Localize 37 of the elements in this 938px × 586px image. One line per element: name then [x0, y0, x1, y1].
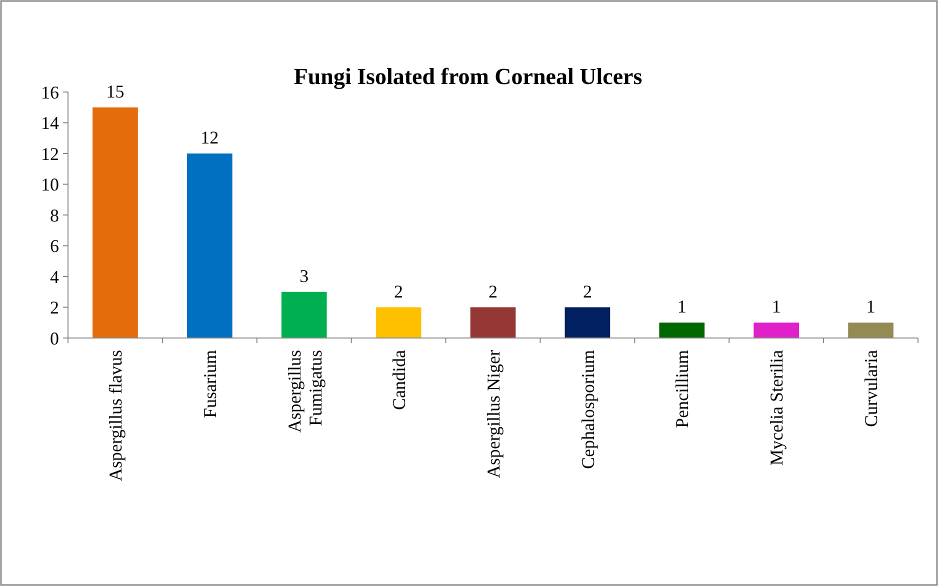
y-tick-label: 10 — [41, 174, 59, 195]
data-label: 15 — [106, 81, 124, 102]
bar — [187, 154, 232, 338]
data-label: 3 — [300, 266, 309, 286]
x-tick-label: Aspergillus Niger — [483, 350, 504, 478]
bar — [564, 307, 610, 338]
x-tick-label: Fusarium — [200, 350, 220, 418]
y-tick-label: 4 — [50, 266, 59, 287]
y-tick-label: 12 — [41, 144, 59, 164]
x-tick-label: Aspergillus flavus — [106, 350, 126, 482]
bar — [659, 322, 705, 338]
x-tick-label: Aspergillus Fumigatus — [284, 350, 326, 433]
data-label: 2 — [394, 281, 404, 302]
y-tick-label: 0 — [50, 328, 59, 348]
x-tick-label: Cephalosporium — [578, 350, 598, 469]
bar — [470, 307, 516, 338]
x-tick-label: Candida — [388, 350, 409, 410]
y-tick-label: 8 — [50, 205, 59, 226]
y-tick-label: 16 — [41, 82, 59, 102]
y-tick-label: 14 — [41, 113, 59, 134]
bar — [848, 322, 894, 338]
x-tick-label: Curvularia — [861, 350, 882, 427]
data-label: 1 — [677, 296, 686, 317]
bar — [92, 107, 138, 338]
x-tick-label: Mycelia Sterilia — [766, 350, 787, 466]
y-tick-label: 6 — [50, 236, 59, 256]
bar — [754, 322, 799, 338]
x-tick-label: Pencillium — [672, 350, 692, 428]
chart-title: Fungi Isolated from Corneal Ulcers — [294, 64, 642, 90]
bar — [376, 307, 422, 338]
data-label: 1 — [772, 296, 781, 317]
data-label: 1 — [866, 296, 876, 317]
data-label: 2 — [582, 281, 592, 302]
data-label: 2 — [488, 281, 498, 302]
bar — [281, 292, 327, 338]
data-label: 12 — [200, 128, 219, 148]
y-tick-label: 2 — [50, 298, 59, 318]
